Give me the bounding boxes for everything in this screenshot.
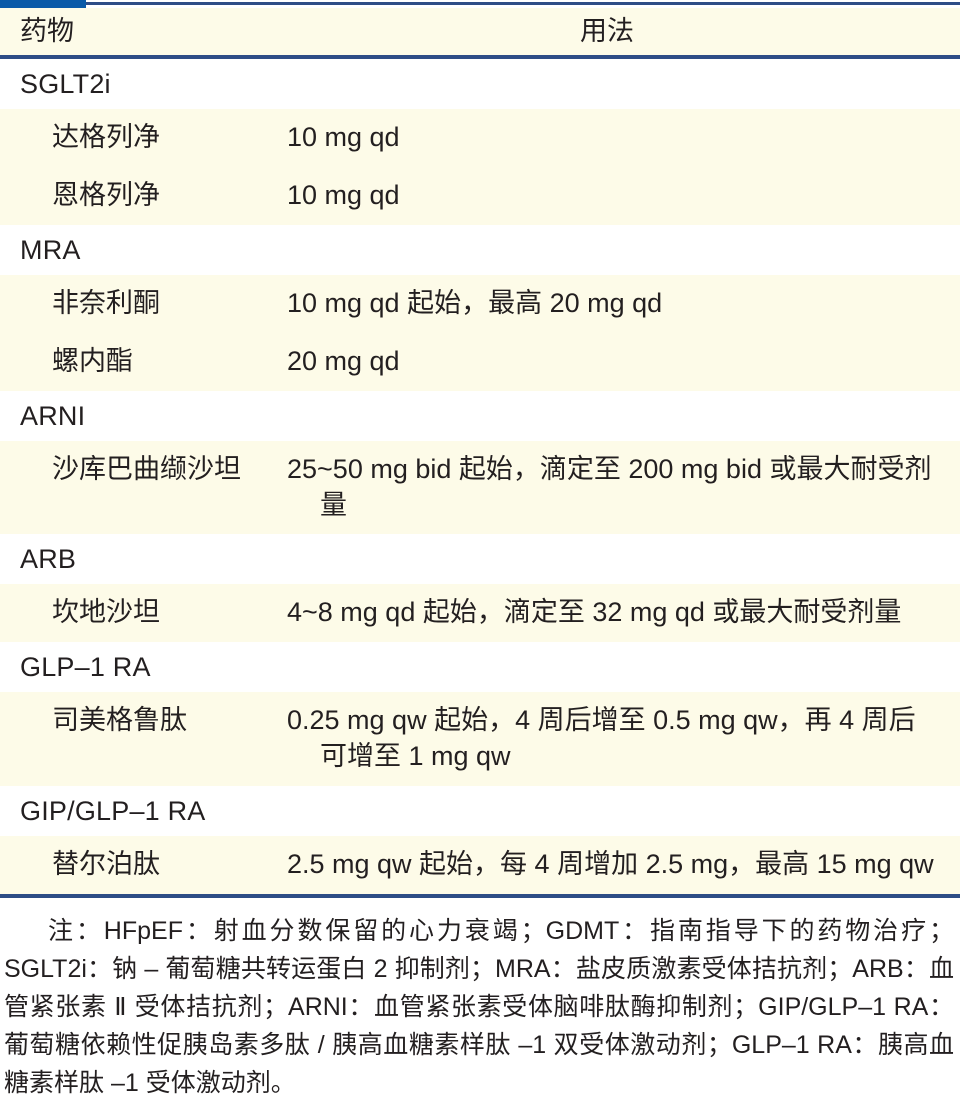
drug-usage-text: 0.25 mg qw 起始，4 周后增至 0.5 mg qw，再 4 周后可增至…: [287, 705, 916, 772]
table-row: 螺内酯 20 mg qd: [0, 332, 960, 391]
table-body: SGLT2i 达格列净 10 mg qd 恩格列净 10 mg qd MRA 非奈利酮 10 …: [0, 59, 960, 895]
drug-usage-text: 4~8 mg qd 起始，滴定至 32 mg qd 或最大耐受剂量: [287, 597, 902, 628]
drug-class-label: SGLT2i: [20, 69, 111, 99]
drug-usage-cell: 10 mg qd: [287, 167, 960, 225]
drug-class-label: ARNI: [20, 400, 86, 431]
drug-name-cell: 坎地沙坦: [52, 597, 160, 628]
footer-rule: [0, 894, 960, 899]
drug-usage-cell: 4~8 mg qd 起始，滴定至 32 mg qd 或最大耐受剂量: [287, 584, 960, 642]
table-row: 沙库巴曲缬沙坦 25~50 mg bid 起始，滴定至 200 mg bid 或最…: [0, 440, 960, 535]
drug-usage-cell: 0.25 mg qw 起始，4 周后增至 0.5 mg qw，再 4 周后可增至…: [287, 692, 960, 786]
table-row: 替尔泊肽 2.5 mg qw 起始，每 4 周增加 2.5 mg，最高 15 mg…: [0, 836, 960, 895]
footnote-text: HFpEF：射血分数保留的心力衰竭；GDMT：指南指导下的药物治疗；SGLT2i…: [4, 917, 954, 1098]
drug-class-label: MRA: [20, 234, 81, 265]
drug-class-label: GIP/GLP–1 RA: [20, 796, 206, 827]
drug-usage-text: 10 mg qd: [287, 179, 400, 210]
table-row-category: ARB: [0, 534, 960, 585]
table-row-category: GLP–1 RA: [0, 642, 960, 693]
column-header-drug: 药物: [20, 16, 74, 46]
drug-name-cell: 螺内酯: [52, 345, 133, 376]
header-rule: [0, 55, 960, 59]
table-row-category: ARNI: [0, 390, 960, 441]
table-row-category: SGLT2i: [0, 59, 960, 109]
table-foot: [0, 894, 960, 899]
top-rule-thin: [0, 2, 960, 5]
drug-usage-text: 20 mg qd: [287, 345, 400, 376]
table-row-category: MRA: [0, 224, 960, 275]
drug-name-cell: 恩格列净: [52, 179, 160, 210]
drug-name-cell: 替尔泊肽: [52, 849, 160, 880]
drug-usage-text: 2.5 mg qw 起始，每 4 周增加 2.5 mg，最高 15 mg qw: [287, 849, 934, 880]
table-row: 非奈利酮 10 mg qd 起始，最高 20 mg qd: [0, 274, 960, 333]
table-row: 恩格列净 10 mg qd: [0, 166, 960, 225]
drug-usage-table: 药物 用法 SGLT2i 达格列净 10 mg qd 恩格列净 10 mg qd MRA 非…: [0, 8, 960, 899]
drug-class-label: ARB: [20, 544, 77, 575]
drug-name-cell: 沙库巴曲缬沙坦: [52, 453, 241, 484]
drug-class-label: GLP–1 RA: [20, 652, 151, 683]
table-row: 坎地沙坦 4~8 mg qd 起始，滴定至 32 mg qd 或最大耐受剂量: [0, 584, 960, 643]
drug-usage-cell: 10 mg qd: [287, 109, 960, 167]
drug-usage-text: 10 mg qd 起始，最高 20 mg qd: [287, 287, 663, 318]
footer-rule-line: [0, 894, 960, 899]
drug-name-cell: 非奈利酮: [52, 287, 160, 318]
table-head: 药物 用法: [0, 8, 960, 59]
header-rule-line: [0, 55, 960, 59]
drug-usage-text: 10 mg qd: [287, 122, 400, 152]
drug-usage-text: 25~50 mg bid 起始，滴定至 200 mg bid 或最大耐受剂量: [287, 453, 932, 520]
drug-usage-cell: 20 mg qd: [287, 333, 960, 391]
drug-name-cell: 司美格鲁肽: [52, 705, 187, 736]
table-row-category: GIP/GLP–1 RA: [0, 786, 960, 837]
drug-usage-cell: 2.5 mg qw 起始，每 4 周增加 2.5 mg，最高 15 mg qw: [287, 836, 960, 894]
column-header-usage: 用法: [580, 16, 634, 46]
top-rule-accent: [0, 0, 86, 8]
table-header-row: 药物 用法: [0, 8, 960, 55]
table-top-rules: [0, 0, 960, 8]
drug-usage-cell: 25~50 mg bid 起始，滴定至 200 mg bid 或最大耐受剂量: [287, 441, 960, 535]
table-footnote: 注：HFpEF：射血分数保留的心力衰竭；GDMT：指南指导下的药物治疗；SGLT…: [0, 898, 960, 1102]
drug-usage-cell: 10 mg qd 起始，最高 20 mg qd: [287, 275, 960, 333]
drug-name-cell: 达格列净: [52, 122, 160, 152]
table-row: 达格列净 10 mg qd: [0, 109, 960, 167]
footnote-lead: 注：: [48, 917, 104, 946]
table-row: 司美格鲁肽 0.25 mg qw 起始，4 周后增至 0.5 mg qw，再 4 …: [0, 692, 960, 787]
